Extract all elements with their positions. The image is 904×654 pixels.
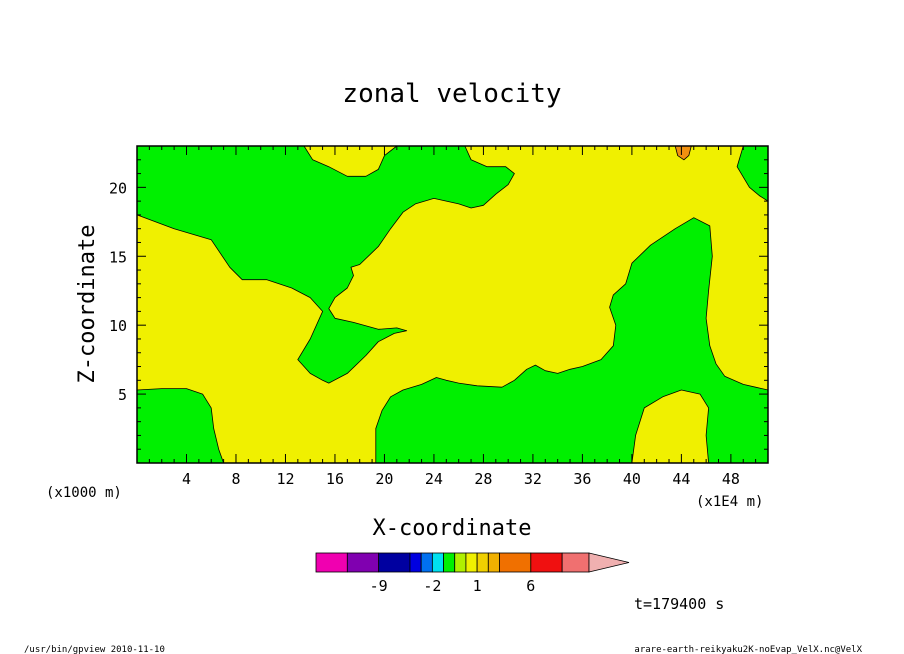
colorbar-segment (530, 552, 563, 573)
y-tick-label: 15 (109, 248, 127, 266)
colorbar-segment (420, 552, 433, 573)
colorbar-segment (487, 552, 500, 573)
colorbar-label: -9 (370, 577, 388, 595)
footer-right: arare-earth-reikyaku2K-noEvap_VelX.nc@Ve… (634, 645, 862, 654)
colorbar-label: -2 (423, 577, 441, 595)
time-label: t=179400 s (634, 595, 724, 613)
contour-region-2 (375, 217, 769, 464)
colorbar-extend-triangle (588, 552, 630, 573)
colorbar: -9 -2 1 6 (315, 552, 630, 595)
colorbar-segment (378, 552, 411, 573)
x-tick-label: 20 (375, 470, 393, 488)
colorbar-segment (465, 552, 478, 573)
y-tick-label: 10 (109, 317, 127, 335)
y-axis-label: Z-coordinate (75, 225, 100, 384)
colorbar-segment (476, 552, 489, 573)
x-tick-label: 44 (672, 470, 690, 488)
x-tick-label: 36 (573, 470, 591, 488)
contour-region-0 (136, 145, 515, 384)
colorbar-segment (315, 552, 348, 573)
colorbar-segment (499, 552, 532, 573)
x-tick-label: 28 (474, 470, 492, 488)
colorbar-segment (431, 552, 444, 573)
colorbar-segment (454, 552, 467, 573)
plot-frame (136, 145, 769, 464)
colorbar-segment (561, 552, 590, 573)
x-unit-left: (x1000 m) (46, 485, 122, 501)
contour-field (136, 145, 769, 464)
x-tick-label: 4 (182, 470, 191, 488)
x-axis-label: X-coordinate (373, 516, 532, 541)
x-tick-label: 24 (425, 470, 443, 488)
x-tick-label: 40 (623, 470, 641, 488)
chart-title: zonal velocity (342, 79, 561, 109)
contour-region-1 (136, 388, 225, 464)
colorbar-label: 1 (473, 577, 482, 595)
colorbar-segment (443, 552, 456, 573)
colorbar-label: 6 (526, 577, 535, 595)
y-tick-label: 20 (109, 179, 127, 197)
x-unit-right: (x1E4 m) (696, 494, 763, 510)
footer-left: /usr/bin/gpview 2010-11-10 (24, 645, 165, 654)
colorbar-segment (409, 552, 422, 573)
colorbar-segment (346, 552, 380, 573)
y-tick-label: 5 (118, 386, 127, 404)
x-tick-label: 16 (326, 470, 344, 488)
x-tick-label: 12 (276, 470, 294, 488)
x-tick-label: 32 (524, 470, 542, 488)
x-tick-label: 48 (722, 470, 740, 488)
x-tick-label: 8 (231, 470, 240, 488)
